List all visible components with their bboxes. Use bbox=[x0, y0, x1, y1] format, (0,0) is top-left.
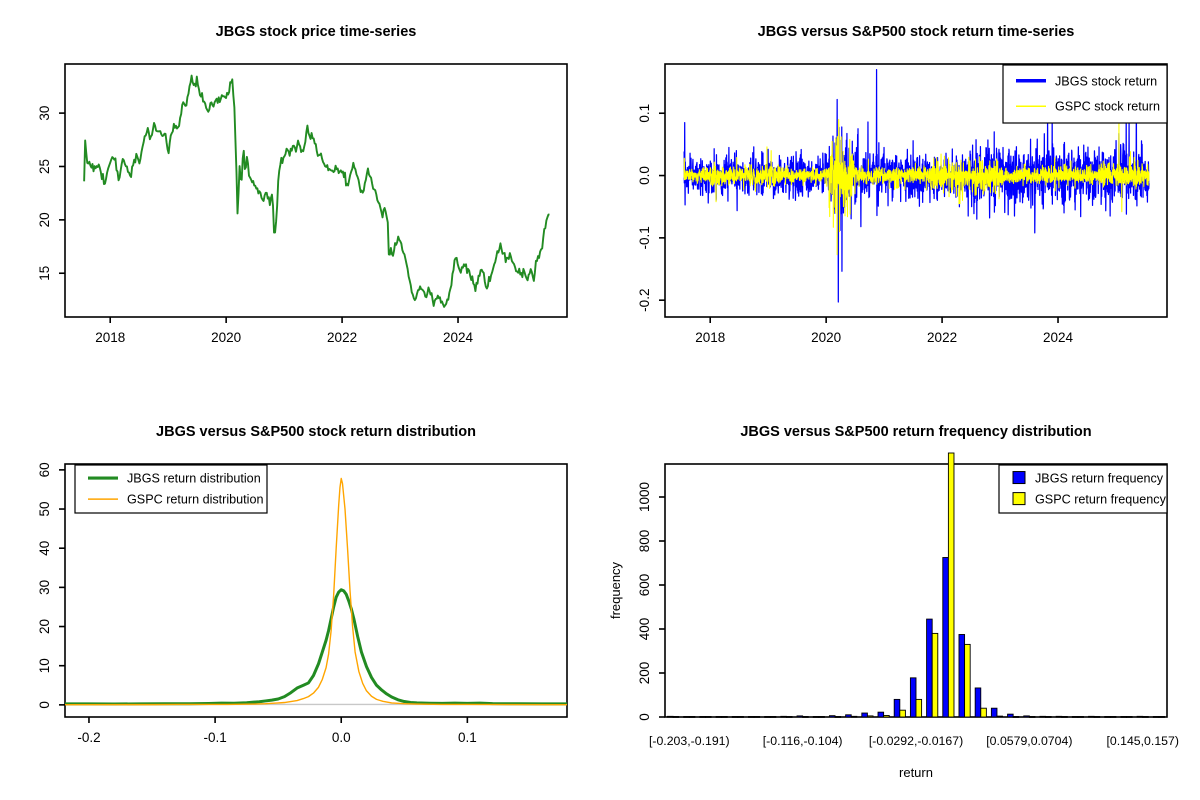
svg-text:JBGS return frequency: JBGS return frequency bbox=[1035, 472, 1164, 486]
svg-text:-0.1: -0.1 bbox=[637, 226, 652, 249]
svg-text:30: 30 bbox=[37, 106, 52, 121]
svg-text:800: 800 bbox=[637, 530, 652, 553]
svg-text:[-0.116,-0.104): [-0.116,-0.104) bbox=[763, 734, 843, 748]
svg-text:2018: 2018 bbox=[695, 330, 725, 345]
svg-text:30: 30 bbox=[37, 580, 52, 595]
svg-text:frequency: frequency bbox=[608, 561, 623, 619]
svg-text:2020: 2020 bbox=[811, 330, 841, 345]
svg-text:-0.2: -0.2 bbox=[637, 289, 652, 312]
svg-text:JBGS return distribution: JBGS return distribution bbox=[127, 472, 261, 486]
svg-text:20: 20 bbox=[37, 212, 52, 227]
svg-text:-0.1: -0.1 bbox=[203, 730, 226, 745]
svg-text:[0.0579,0.0704): [0.0579,0.0704) bbox=[986, 734, 1072, 748]
panel-return-frequency: JBGS versus S&P500 return frequency dist… bbox=[600, 400, 1200, 800]
svg-text:2018: 2018 bbox=[95, 330, 125, 345]
svg-text:0.0: 0.0 bbox=[637, 166, 652, 185]
svg-text:0: 0 bbox=[637, 713, 652, 721]
svg-text:[-0.0292,-0.0167): [-0.0292,-0.0167) bbox=[869, 734, 963, 748]
frequency-chart-title: JBGS versus S&P500 return frequency dist… bbox=[740, 424, 1092, 440]
svg-text:20: 20 bbox=[37, 619, 52, 634]
svg-text:2020: 2020 bbox=[211, 330, 241, 345]
svg-text:2024: 2024 bbox=[1043, 330, 1074, 345]
svg-text:60: 60 bbox=[37, 462, 52, 477]
distribution-chart-title: JBGS versus S&P500 stock return distribu… bbox=[156, 424, 476, 440]
panel-return-distribution: JBGS versus S&P500 stock return distribu… bbox=[0, 400, 600, 800]
svg-text:25: 25 bbox=[37, 159, 52, 174]
svg-text:JBGS stock return: JBGS stock return bbox=[1055, 74, 1157, 88]
panel-return-timeseries: JBGS versus S&P500 stock return time-ser… bbox=[600, 0, 1200, 400]
svg-text:GSPC return distribution: GSPC return distribution bbox=[127, 493, 264, 507]
svg-text:40: 40 bbox=[37, 541, 52, 556]
return-chart-title: JBGS versus S&P500 stock return time-ser… bbox=[757, 24, 1075, 40]
svg-text:200: 200 bbox=[637, 662, 652, 685]
svg-text:0.1: 0.1 bbox=[458, 730, 477, 745]
price-chart: 2018 2020 2022 2024 15 20 25 30 bbox=[37, 63, 568, 345]
svg-text:600: 600 bbox=[637, 574, 652, 597]
svg-text:-0.2: -0.2 bbox=[77, 730, 100, 745]
price-chart-title: JBGS stock price time-series bbox=[215, 24, 417, 40]
svg-text:50: 50 bbox=[37, 502, 52, 517]
svg-text:1000: 1000 bbox=[637, 482, 652, 512]
svg-text:return: return bbox=[899, 765, 933, 780]
svg-text:2024: 2024 bbox=[443, 330, 474, 345]
svg-text:0.1: 0.1 bbox=[637, 104, 652, 123]
svg-text:0.0: 0.0 bbox=[332, 730, 351, 745]
svg-text:10: 10 bbox=[37, 658, 52, 673]
svg-text:2022: 2022 bbox=[327, 330, 357, 345]
svg-text:400: 400 bbox=[637, 618, 652, 641]
distribution-chart: -0.2 -0.1 0.0 0.1 0 10 20 30 40 50 60 JBGS return d… bbox=[37, 462, 568, 745]
svg-text:GSPC return frequency: GSPC return frequency bbox=[1035, 493, 1167, 507]
svg-text:0: 0 bbox=[37, 701, 52, 709]
return-chart: 2018 2020 2022 2024 -0.2 -0.1 0.0 0.1 JBGS stock… bbox=[637, 63, 1168, 345]
svg-text:[0.145,0.157): [0.145,0.157) bbox=[1106, 734, 1178, 748]
svg-text:[-0.203,-0.191): [-0.203,-0.191) bbox=[649, 734, 730, 748]
svg-text:15: 15 bbox=[37, 266, 52, 281]
panel-price-timeseries: JBGS stock price time-series 2018 2020 202… bbox=[0, 0, 600, 400]
svg-text:GSPC stock return: GSPC stock return bbox=[1055, 100, 1160, 114]
frequency-chart: 0 200 400 600 800 1000 frequency return [-0.203,… bbox=[608, 452, 1179, 780]
svg-text:2022: 2022 bbox=[927, 330, 957, 345]
